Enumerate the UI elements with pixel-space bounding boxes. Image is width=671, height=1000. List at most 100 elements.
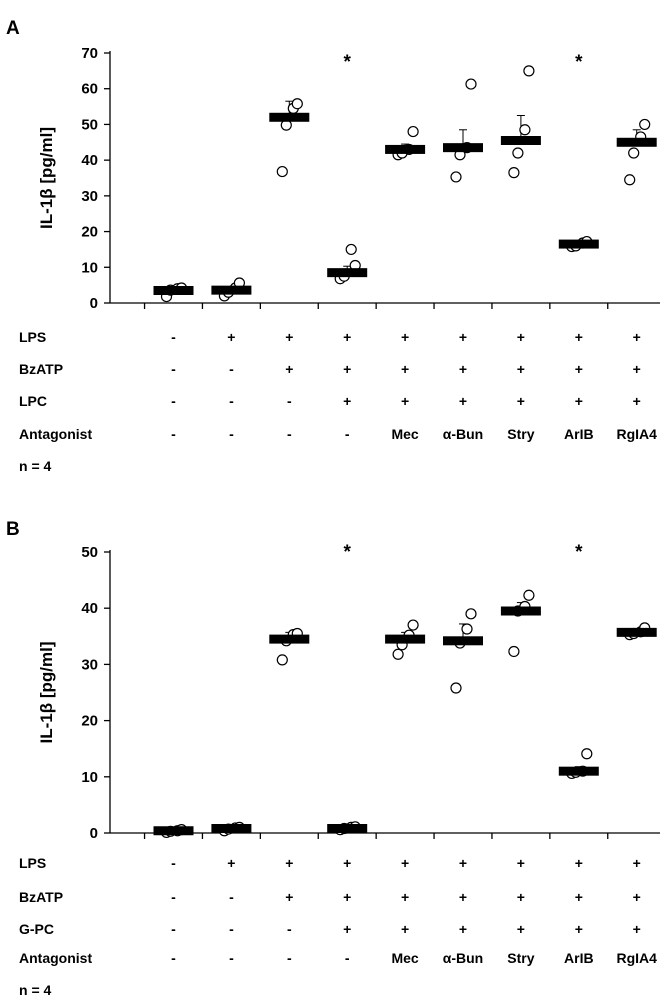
treatment-cell: - — [345, 950, 350, 966]
data-point — [407, 125, 419, 138]
group-6 — [443, 78, 483, 183]
treatment-cell: + — [401, 921, 409, 937]
mean-bar — [443, 636, 483, 646]
group-3 — [269, 98, 310, 178]
treatment-cell: + — [575, 393, 583, 409]
treatment-cell: RgIA4 — [616, 950, 657, 966]
data-point — [276, 654, 288, 666]
treatment-cell: - — [171, 889, 176, 905]
treatment-cell: Mec — [391, 950, 418, 966]
treatment-cell: + — [517, 329, 525, 345]
y-axis-label: IL-1β [pg/ml] — [37, 642, 56, 744]
y-tick-label: 10 — [81, 769, 98, 786]
treatment-cell: + — [285, 329, 293, 345]
treatment-row-label: BzATP — [19, 889, 63, 905]
treatment-cell: - — [171, 361, 176, 377]
mean-bar — [153, 286, 194, 295]
treatment-cell: + — [459, 361, 467, 377]
treatment-cell: + — [285, 361, 293, 377]
treatment-cell: + — [517, 393, 525, 409]
treatment-cell: - — [229, 921, 234, 937]
treatment-cell: + — [517, 855, 525, 871]
group-1 — [153, 282, 194, 303]
treatment-cell: + — [227, 329, 235, 345]
group-5 — [385, 619, 426, 660]
group-5 — [385, 125, 426, 161]
group-2 — [211, 277, 252, 302]
y-tick-label: 0 — [90, 825, 98, 842]
treatment-row-label: LPS — [19, 855, 46, 871]
treatment-row-label: BzATP — [19, 361, 63, 377]
treatment-cell: - — [229, 426, 234, 442]
y-tick-label: 20 — [81, 713, 98, 730]
treatment-cell: - — [229, 950, 234, 966]
group-6 — [443, 608, 483, 694]
y-axis-label: IL-1β [pg/ml] — [37, 127, 56, 229]
data-point — [523, 65, 535, 77]
treatment-cell: + — [575, 361, 583, 377]
group-7 — [500, 65, 541, 179]
treatment-cell: Mec — [391, 426, 418, 442]
mean-bar — [500, 136, 541, 145]
mean-bar — [616, 137, 657, 147]
data-point — [508, 645, 520, 658]
mean-bar — [558, 239, 599, 249]
treatment-cell: α-Bun — [443, 950, 483, 966]
data-point — [392, 648, 404, 660]
treatment-cell: + — [633, 393, 641, 409]
group-7 — [500, 589, 541, 658]
data-point — [512, 147, 524, 159]
panel-letter: B — [6, 519, 20, 540]
y-tick-label: 20 — [81, 224, 98, 241]
y-tick-label: 70 — [81, 45, 98, 62]
data-point — [450, 171, 462, 183]
group-8: * — [558, 52, 599, 253]
significance-star: * — [343, 542, 351, 563]
group-4: * — [327, 542, 368, 836]
y-tick-label: 30 — [81, 188, 98, 205]
panel-b: B 0 10 20 30 40 50 IL-1β [pg/ml] * * LPS - + + + + + + + + B… — [6, 519, 660, 998]
treatment-cell: - — [171, 329, 176, 345]
group-4: * — [327, 52, 368, 285]
treatment-cell: - — [229, 393, 234, 409]
y-tick-label: 40 — [81, 600, 98, 617]
group-1 — [153, 824, 194, 839]
data-point — [407, 619, 419, 631]
significance-star: * — [575, 52, 583, 73]
data-point — [276, 165, 288, 178]
mean-bar — [385, 144, 426, 154]
treatment-cell: + — [401, 889, 409, 905]
y-tick-label: 50 — [81, 116, 98, 133]
group-3 — [269, 627, 310, 666]
treatment-cell: + — [401, 329, 409, 345]
treatment-cell: + — [459, 855, 467, 871]
y-tick-label: 10 — [81, 259, 98, 276]
treatment-cell: + — [575, 329, 583, 345]
group-9 — [616, 622, 657, 641]
data-point — [628, 147, 640, 159]
treatment-row-label: Antagonist — [19, 426, 92, 442]
treatment-row-label: G-PC — [19, 921, 54, 937]
data-point — [465, 78, 477, 90]
panel-letter: A — [6, 18, 20, 39]
treatment-cell: + — [401, 855, 409, 871]
treatment-cell: - — [171, 393, 176, 409]
treatment-cell: - — [229, 361, 234, 377]
treatment-cell: + — [459, 921, 467, 937]
treatment-cell: + — [633, 889, 641, 905]
significance-star: * — [575, 542, 583, 563]
mean-bar — [443, 143, 483, 153]
panel-a: A 0 10 20 30 40 50 60 70 IL-1β [pg/ml] * * LPS - + + + + +… — [6, 18, 660, 474]
treatment-cell: Stry — [507, 950, 534, 966]
treatment-cell: - — [171, 426, 176, 442]
treatment-cell: - — [229, 889, 234, 905]
data-point — [465, 608, 477, 620]
significance-star: * — [343, 52, 351, 73]
treatment-row-label: LPC — [19, 393, 47, 409]
data-point — [450, 682, 462, 694]
data-point — [523, 589, 535, 601]
data-point — [508, 167, 520, 179]
mean-bar — [385, 634, 426, 644]
treatment-cell: + — [575, 921, 583, 937]
